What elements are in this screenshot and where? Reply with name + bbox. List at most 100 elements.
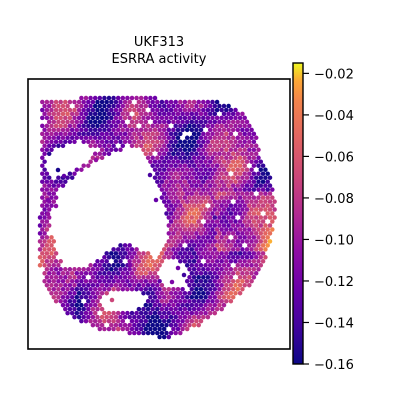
spot	[76, 314, 82, 320]
spot	[74, 167, 80, 172]
spot	[196, 227, 201, 232]
spot	[138, 286, 144, 292]
spot	[214, 187, 220, 192]
spot	[148, 143, 153, 149]
spot	[247, 195, 252, 200]
spot	[37, 247, 43, 252]
spot	[201, 131, 206, 137]
spot	[184, 223, 190, 228]
spot	[90, 275, 96, 280]
spot	[228, 195, 234, 200]
spot	[180, 103, 185, 109]
spot	[164, 290, 169, 296]
spot	[270, 187, 275, 192]
spot	[237, 282, 243, 288]
spot	[184, 302, 190, 308]
spot	[83, 271, 89, 276]
spot	[244, 135, 250, 141]
spot	[166, 111, 172, 117]
spot	[221, 103, 227, 109]
spot	[228, 219, 234, 224]
spot	[240, 215, 245, 220]
spot	[230, 159, 236, 164]
spot	[263, 223, 268, 228]
spot	[201, 99, 206, 105]
spot	[92, 143, 98, 149]
spot	[249, 167, 254, 172]
spot	[194, 191, 199, 196]
spot	[150, 155, 155, 161]
spot	[134, 310, 139, 316]
spot	[247, 275, 252, 280]
spot	[143, 135, 149, 141]
spot	[90, 282, 96, 288]
spot	[115, 119, 121, 125]
spot	[161, 111, 167, 117]
spot	[253, 135, 259, 141]
spot	[145, 123, 151, 129]
spot	[175, 318, 181, 324]
spot	[40, 259, 45, 264]
spot	[219, 219, 224, 224]
spot	[111, 127, 116, 133]
spot	[235, 271, 241, 276]
spot	[127, 131, 132, 137]
spot	[150, 163, 155, 168]
spot	[198, 215, 204, 220]
spot	[102, 135, 107, 141]
spot	[244, 199, 250, 204]
spot	[118, 275, 123, 280]
spot	[159, 195, 165, 200]
spot	[187, 235, 192, 240]
spot	[221, 199, 227, 204]
spot	[40, 131, 45, 137]
spot	[189, 294, 195, 300]
spot	[46, 143, 52, 149]
spot	[173, 298, 178, 304]
spot	[44, 251, 50, 256]
spot	[171, 167, 176, 172]
spot	[49, 115, 54, 121]
spot	[175, 103, 181, 109]
spot	[191, 298, 197, 304]
spot	[182, 195, 188, 200]
spot	[159, 251, 165, 256]
spot	[56, 135, 61, 141]
spot	[237, 211, 243, 216]
spot	[242, 155, 247, 161]
spot	[258, 231, 264, 236]
spot	[171, 326, 176, 332]
spot	[203, 199, 208, 204]
spot	[145, 298, 151, 304]
spot	[90, 314, 96, 320]
spot	[152, 271, 158, 276]
spot	[143, 151, 149, 157]
spot	[76, 107, 82, 113]
spot	[221, 167, 227, 172]
spot	[120, 247, 126, 252]
spot	[189, 111, 195, 117]
spot	[166, 207, 172, 212]
spot	[212, 127, 218, 133]
spot	[237, 267, 243, 272]
spot	[99, 267, 105, 272]
spot	[37, 239, 43, 244]
spot	[51, 111, 57, 117]
spot	[152, 103, 158, 109]
spot	[60, 294, 66, 300]
spot	[69, 135, 75, 141]
spot	[58, 282, 63, 288]
spot	[171, 199, 176, 204]
spot	[198, 159, 204, 164]
spot	[159, 155, 165, 161]
spot	[49, 235, 54, 240]
spot	[171, 223, 176, 228]
spot	[164, 171, 169, 176]
spot	[182, 139, 188, 145]
spot	[150, 115, 155, 121]
spot	[228, 203, 234, 208]
spot	[228, 131, 234, 137]
spot	[88, 302, 93, 308]
spot	[187, 123, 192, 129]
spot	[155, 99, 160, 105]
